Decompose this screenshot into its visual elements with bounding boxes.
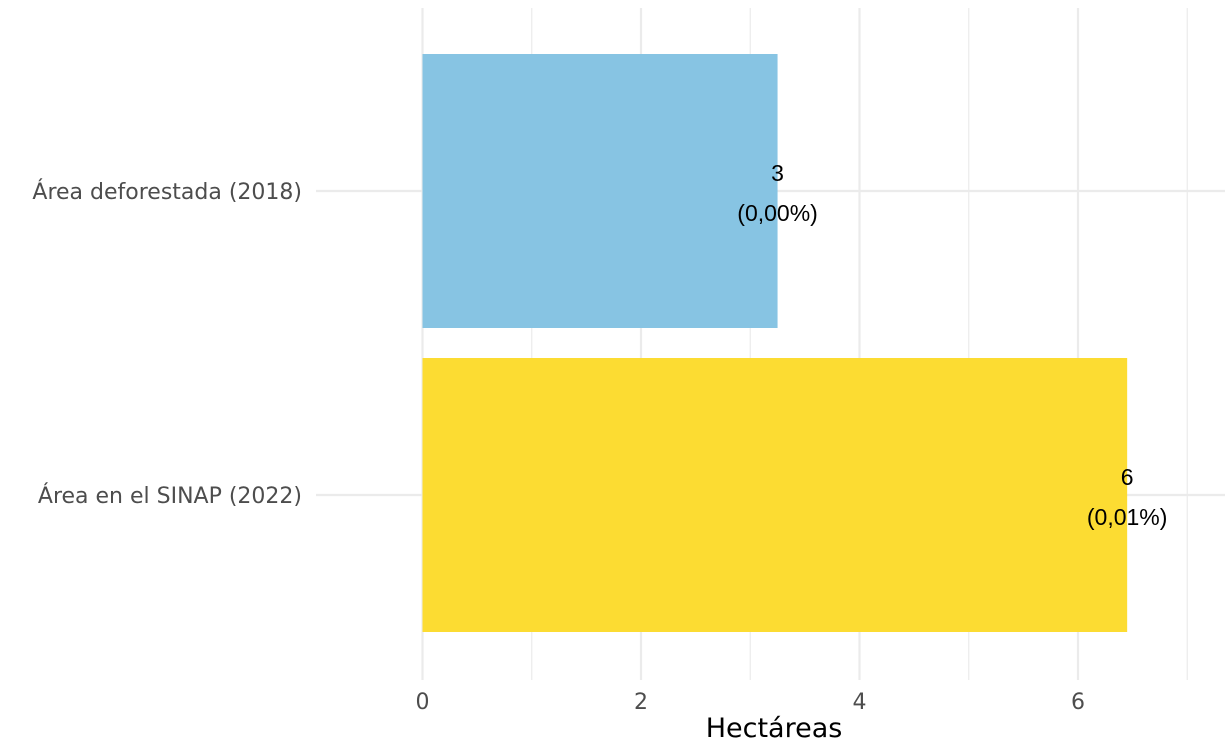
bar-value-label: 3 <box>771 160 784 186</box>
bar-percent-label: (0,00%) <box>737 200 818 226</box>
bar <box>422 358 1128 632</box>
y-tick-label: Área en el SINAP (2022) <box>38 483 302 509</box>
bars <box>422 54 1128 632</box>
x-tick-label: 4 <box>853 690 867 715</box>
bar-value-label: 6 <box>1121 464 1134 490</box>
y-tick-label: Área deforestada (2018) <box>32 179 302 205</box>
x-tick-label: 6 <box>1071 690 1085 715</box>
x-axis-title: Hectáreas <box>706 713 843 741</box>
y-axis-ticks: Área deforestada (2018) Área en el SINAP … <box>32 179 302 509</box>
data-labels: 3 (0,00%) 6 (0,01%) <box>737 160 1167 530</box>
x-axis-ticks: 0 2 4 6 <box>416 690 1086 715</box>
x-tick-label: 0 <box>416 690 430 715</box>
bar <box>422 54 778 328</box>
x-tick-label: 2 <box>634 690 648 715</box>
bar-percent-label: (0,01%) <box>1087 504 1168 530</box>
